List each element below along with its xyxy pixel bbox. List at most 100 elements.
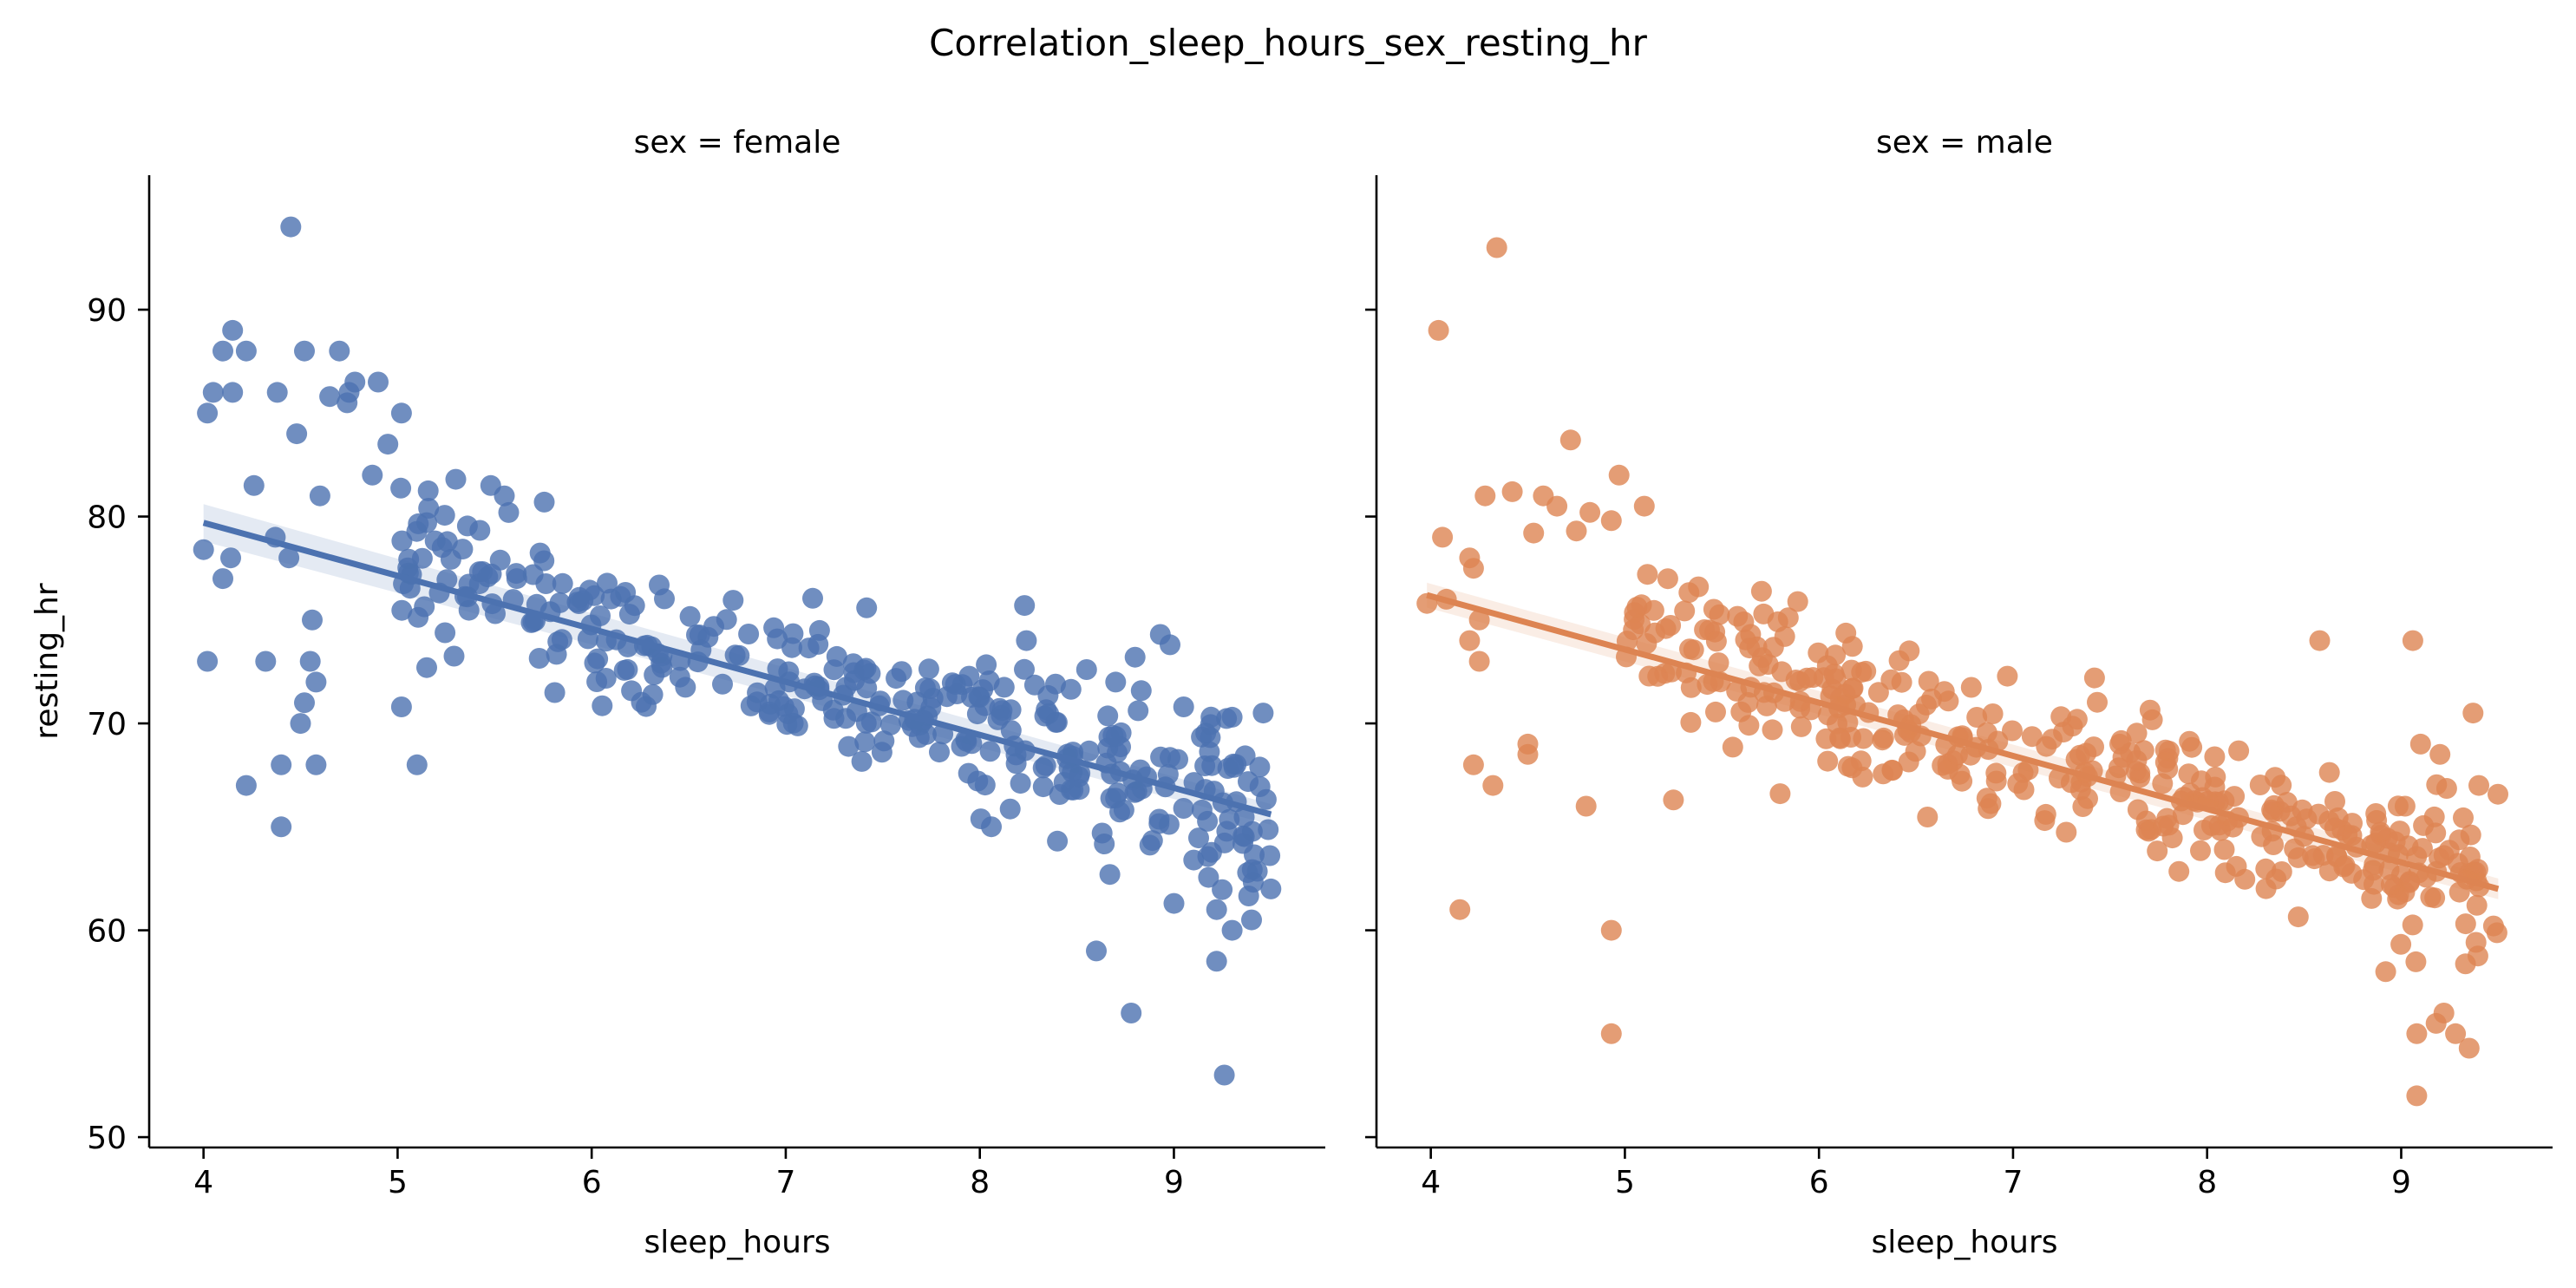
data-point	[1688, 576, 1710, 598]
data-point	[2462, 703, 2484, 724]
y-axis-label: resting_hr	[29, 583, 65, 740]
data-point	[1238, 771, 1259, 793]
regression-line	[202, 520, 1272, 818]
data-point	[979, 741, 1001, 762]
data-point	[1817, 704, 1839, 726]
data-point	[2309, 630, 2331, 651]
data-point	[1086, 940, 1107, 962]
data-point	[595, 668, 617, 689]
data-point	[2445, 1023, 2467, 1044]
data-point	[1787, 591, 1808, 612]
data-point	[1600, 1023, 1622, 1044]
data-point	[2433, 1003, 2455, 1023]
data-point	[494, 485, 515, 507]
data-point	[1633, 495, 1655, 517]
data-point	[235, 775, 257, 796]
data-point	[2287, 906, 2309, 928]
data-point	[776, 714, 798, 736]
data-point	[1841, 757, 1863, 779]
data-point	[271, 754, 292, 775]
data-point	[212, 568, 233, 590]
data-point	[1200, 727, 1221, 749]
x-axis-label: sleep_hours	[1871, 1225, 2057, 1260]
data-point	[1789, 670, 1810, 692]
data-point	[535, 573, 557, 594]
data-point	[1194, 755, 1216, 776]
data-point	[1575, 795, 1597, 817]
data-point	[1722, 736, 1743, 758]
data-point	[416, 657, 437, 678]
panel-male: sex = male 4 5 6 7 8 9 sleep_hours	[1365, 125, 2553, 1260]
data-point	[2435, 778, 2457, 799]
regression-line	[1426, 592, 2500, 892]
data-point	[1917, 807, 1939, 827]
data-point	[1014, 658, 1035, 680]
data-point	[1459, 547, 1481, 569]
data-point	[2455, 913, 2476, 935]
data-point	[2429, 743, 2451, 765]
data-point	[1559, 429, 1581, 451]
scatter-points	[193, 216, 1282, 1086]
data-point	[1216, 821, 1238, 842]
data-point	[782, 623, 804, 644]
x-tick-label: 7	[2003, 1165, 2023, 1200]
data-point	[697, 626, 719, 648]
data-point	[294, 340, 315, 362]
data-point	[302, 609, 323, 631]
data-point	[1600, 510, 1622, 532]
data-point	[2060, 772, 2082, 794]
data-point	[1216, 708, 1238, 729]
data-point	[2390, 933, 2412, 955]
data-point	[529, 542, 551, 564]
data-point	[2318, 810, 2340, 832]
data-point	[2324, 791, 2345, 812]
x-tick-label: 4	[193, 1165, 213, 1200]
data-point	[2394, 881, 2416, 903]
x-tick-label: 8	[970, 1165, 990, 1200]
data-point	[1124, 646, 1146, 668]
data-point	[406, 754, 428, 775]
data-point	[1960, 677, 1982, 698]
data-point	[2405, 951, 2427, 972]
data-point	[212, 340, 233, 362]
data-point	[597, 572, 618, 594]
data-point	[679, 605, 701, 627]
data-point	[2420, 886, 2442, 908]
data-point	[552, 572, 573, 594]
y-tick-label: 90	[87, 293, 127, 329]
data-point	[2158, 814, 2180, 836]
data-point	[1200, 706, 1222, 728]
data-point	[1921, 688, 1942, 709]
data-point	[1097, 705, 1119, 727]
data-point	[305, 671, 327, 693]
data-point	[193, 539, 214, 560]
data-point	[2318, 762, 2340, 783]
data-point	[1258, 819, 1279, 840]
data-point	[1206, 899, 1227, 920]
data-point	[1867, 682, 1889, 703]
data-point	[856, 597, 878, 618]
data-point	[649, 574, 670, 596]
data-point	[278, 547, 300, 569]
x-axis-label: sleep_hours	[644, 1225, 830, 1260]
data-point	[391, 530, 413, 552]
data-point	[1566, 520, 1587, 542]
x-tick-label: 9	[1164, 1165, 1184, 1200]
data-point	[2072, 796, 2094, 817]
data-point	[2271, 775, 2292, 796]
data-point	[1069, 762, 1091, 784]
data-point	[2147, 840, 2168, 862]
x-tick-label: 8	[2197, 1165, 2217, 1200]
data-point	[1260, 878, 1282, 899]
data-point	[2449, 829, 2470, 851]
data-point	[2466, 894, 2488, 916]
data-point	[1160, 634, 1180, 656]
data-point	[1638, 665, 1660, 687]
data-point	[2157, 758, 2179, 780]
data-point	[2141, 709, 2163, 730]
data-point	[1654, 663, 1676, 684]
data-point	[1829, 727, 1851, 749]
data-point	[1047, 830, 1069, 852]
panel-title: sex = male	[1876, 125, 2053, 160]
